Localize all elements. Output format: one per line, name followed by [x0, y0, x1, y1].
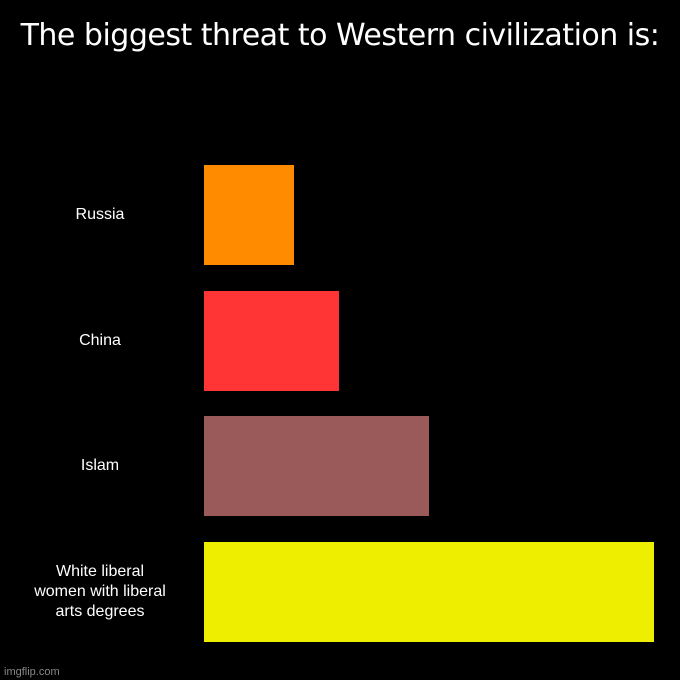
bar: [204, 165, 294, 265]
category-label: Russia: [75, 206, 125, 223]
bar: [204, 542, 654, 642]
watermark: imgflip.com: [4, 666, 60, 678]
chart-title: The biggest threat to Western civilizati…: [20, 18, 660, 53]
category-label: China: [79, 332, 121, 349]
category-label: White liberal women with liberal arts de…: [34, 563, 166, 620]
bar: [204, 291, 339, 391]
category-label: Islam: [80, 457, 120, 474]
bar: [204, 416, 429, 516]
